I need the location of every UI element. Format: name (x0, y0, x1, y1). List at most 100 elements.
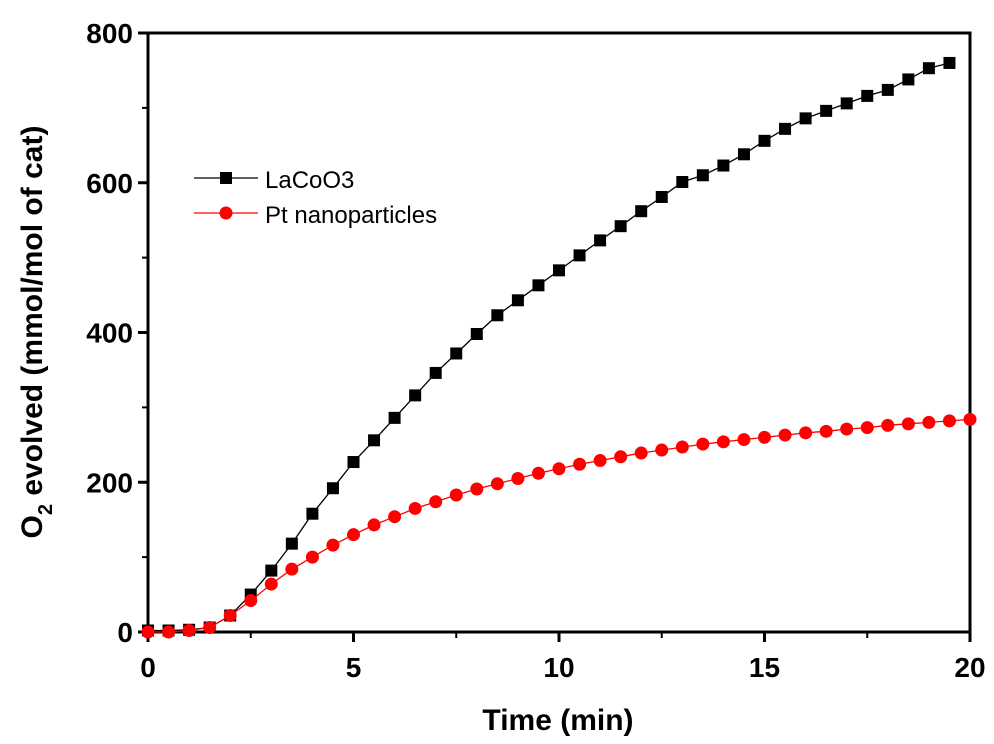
data-point (737, 433, 751, 447)
data-point (942, 414, 956, 428)
y-tick-label: 0 (117, 617, 133, 648)
legend-marker (219, 206, 233, 220)
data-point (429, 366, 442, 379)
data-point (306, 507, 319, 520)
x-tick-label: 5 (346, 652, 362, 683)
data-point (244, 594, 258, 608)
data-point (655, 443, 669, 457)
y-axis-title-main: O (16, 515, 49, 538)
x-axis-title: Time (min) (482, 704, 633, 737)
data-point (922, 415, 936, 429)
data-point (491, 309, 504, 322)
data-point (285, 537, 298, 550)
data-point (553, 264, 565, 277)
data-point (840, 422, 854, 436)
series-line (148, 62, 950, 632)
data-point (573, 457, 587, 471)
data-point (223, 609, 237, 623)
data-point (594, 234, 607, 247)
data-point (696, 437, 710, 451)
legend-marker (220, 172, 232, 184)
data-point (511, 472, 525, 486)
data-point (676, 176, 689, 189)
data-point (264, 577, 278, 591)
plot-frame (146, 31, 972, 634)
data-point (799, 112, 812, 125)
data-point (614, 220, 627, 233)
data-point (758, 134, 771, 147)
plot-series (141, 56, 977, 639)
data-point (716, 435, 730, 449)
data-point (450, 347, 463, 360)
y-tick-label: 800 (86, 18, 133, 49)
data-point (860, 421, 874, 435)
data-point (758, 430, 771, 444)
series-1 (141, 412, 977, 639)
legend: LaCoO3 Pt nanoparticles (194, 167, 437, 229)
data-point (347, 528, 360, 542)
data-point (490, 477, 504, 491)
y-axis-title: O2 evolved (mmol/mol of cat) (16, 126, 57, 539)
data-point (655, 190, 668, 203)
data-point (203, 621, 217, 635)
data-point (779, 122, 792, 135)
data-point (614, 450, 628, 464)
data-point (265, 564, 278, 577)
data-point (347, 456, 360, 469)
data-point (943, 56, 956, 69)
data-point (326, 538, 340, 552)
data-point (182, 624, 196, 638)
data-point (511, 294, 524, 307)
data-point (326, 482, 339, 495)
data-point (696, 169, 709, 182)
data-point (840, 97, 853, 110)
data-point (717, 159, 730, 172)
data-point (470, 482, 484, 496)
data-point (409, 389, 422, 402)
data-point (367, 518, 381, 532)
data-point (799, 426, 813, 440)
data-point (675, 440, 689, 454)
data-point (470, 327, 483, 340)
data-point (778, 428, 792, 442)
y-axis-title-subscript: 2 (35, 504, 57, 515)
x-tick-label: 10 (543, 652, 574, 683)
y-axis-title-rest: evolved (mmol/mol of cat) (16, 126, 49, 504)
data-point (285, 562, 299, 576)
data-point (901, 417, 915, 431)
data-point (820, 104, 833, 117)
data-point (388, 510, 402, 524)
series-0 (142, 56, 956, 637)
data-point (861, 89, 874, 102)
data-point (963, 412, 977, 426)
legend-label-lacoo3: LaCoO3 (265, 167, 354, 194)
data-point (922, 62, 935, 75)
series-line (148, 418, 971, 633)
data-point (162, 625, 176, 639)
y-tick-label: 200 (86, 467, 133, 498)
data-point (449, 488, 463, 502)
data-point (388, 411, 401, 424)
data-point (552, 462, 566, 476)
data-point (305, 550, 319, 564)
data-point (141, 625, 155, 639)
x-tick-label: 20 (954, 652, 985, 683)
data-point (532, 279, 545, 292)
data-point (737, 148, 750, 161)
data-point (881, 418, 895, 432)
data-point (881, 83, 894, 96)
data-point (408, 501, 422, 515)
data-point (593, 454, 607, 468)
data-point (429, 495, 443, 509)
x-tick-label: 0 (140, 652, 156, 683)
data-point (368, 434, 381, 447)
data-point (531, 466, 545, 480)
y-tick-label: 600 (86, 168, 133, 199)
data-point (634, 446, 648, 460)
y-tick-label: 400 (86, 318, 133, 349)
data-point (902, 73, 915, 86)
data-point (819, 424, 833, 438)
x-tick-label: 15 (749, 652, 780, 683)
